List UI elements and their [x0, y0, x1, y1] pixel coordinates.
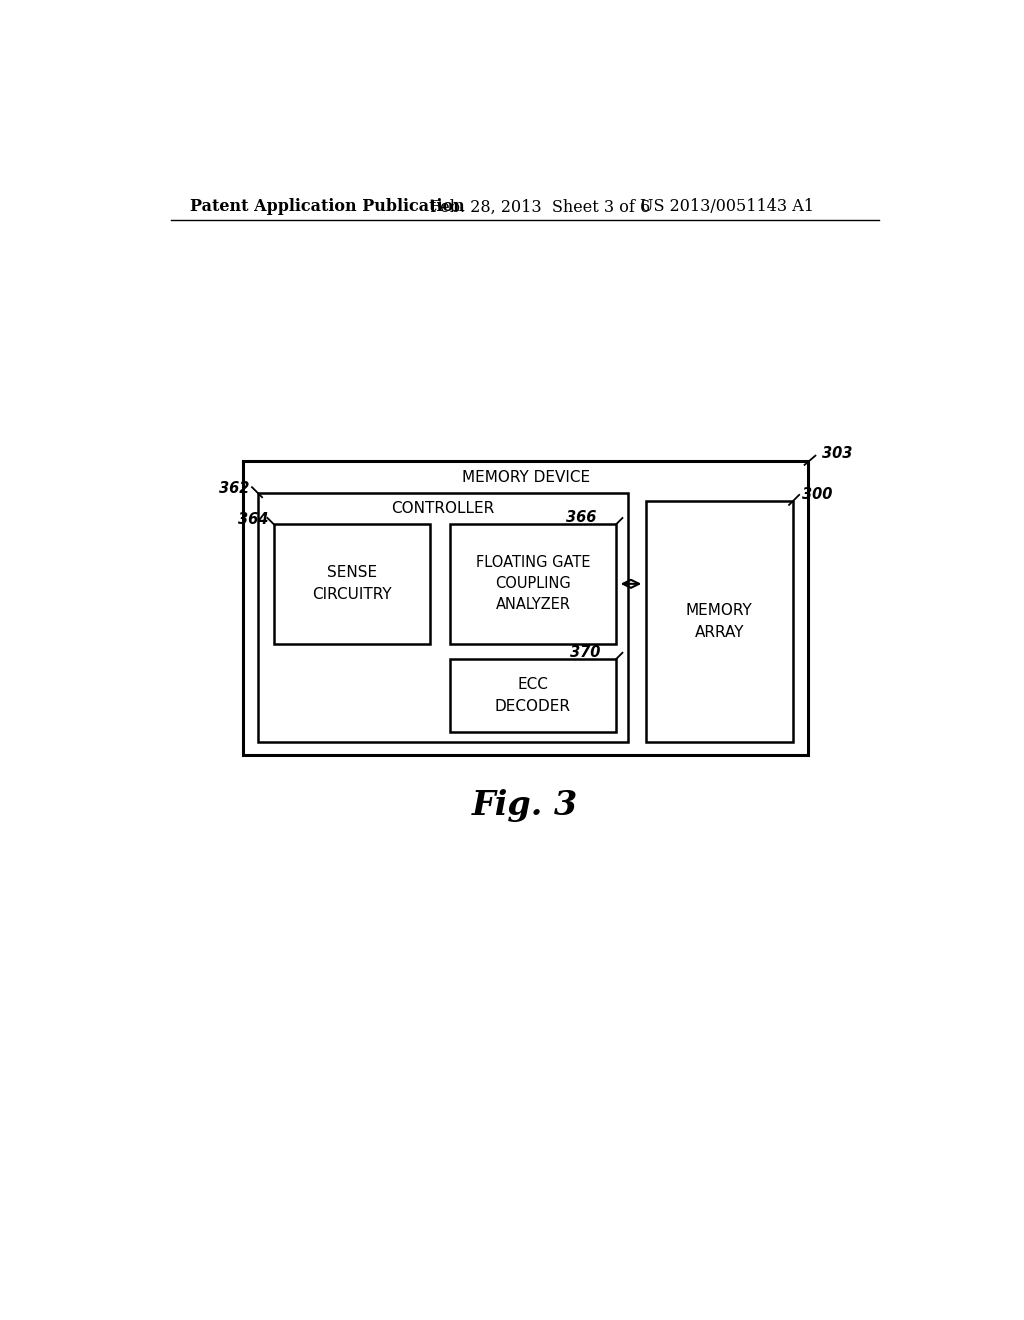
Bar	[646, 502, 793, 742]
Text: SENSE
CIRCUITRY: SENSE CIRCUITRY	[312, 565, 392, 602]
Text: 362: 362	[219, 482, 250, 496]
Bar	[450, 524, 616, 644]
Text: 366: 366	[566, 511, 596, 525]
Text: MEMORY
ARRAY: MEMORY ARRAY	[686, 603, 753, 640]
Text: 370: 370	[569, 645, 600, 660]
Bar	[450, 659, 616, 733]
Text: 300: 300	[802, 487, 833, 503]
Text: Fig. 3: Fig. 3	[472, 789, 578, 821]
Text: ECC
DECODER: ECC DECODER	[495, 677, 571, 714]
Text: US 2013/0051143 A1: US 2013/0051143 A1	[640, 198, 813, 215]
Text: Feb. 28, 2013  Sheet 3 of 6: Feb. 28, 2013 Sheet 3 of 6	[430, 198, 650, 215]
Text: 303: 303	[822, 446, 853, 461]
Bar	[243, 461, 809, 755]
Bar	[258, 494, 628, 742]
Text: Patent Application Publication: Patent Application Publication	[190, 198, 465, 215]
Text: MEMORY DEVICE: MEMORY DEVICE	[462, 470, 590, 486]
Text: CONTROLLER: CONTROLLER	[391, 502, 495, 516]
Text: FLOATING GATE
COUPLING
ANALYZER: FLOATING GATE COUPLING ANALYZER	[476, 556, 590, 612]
Bar	[273, 524, 430, 644]
Text: 364: 364	[238, 512, 268, 527]
